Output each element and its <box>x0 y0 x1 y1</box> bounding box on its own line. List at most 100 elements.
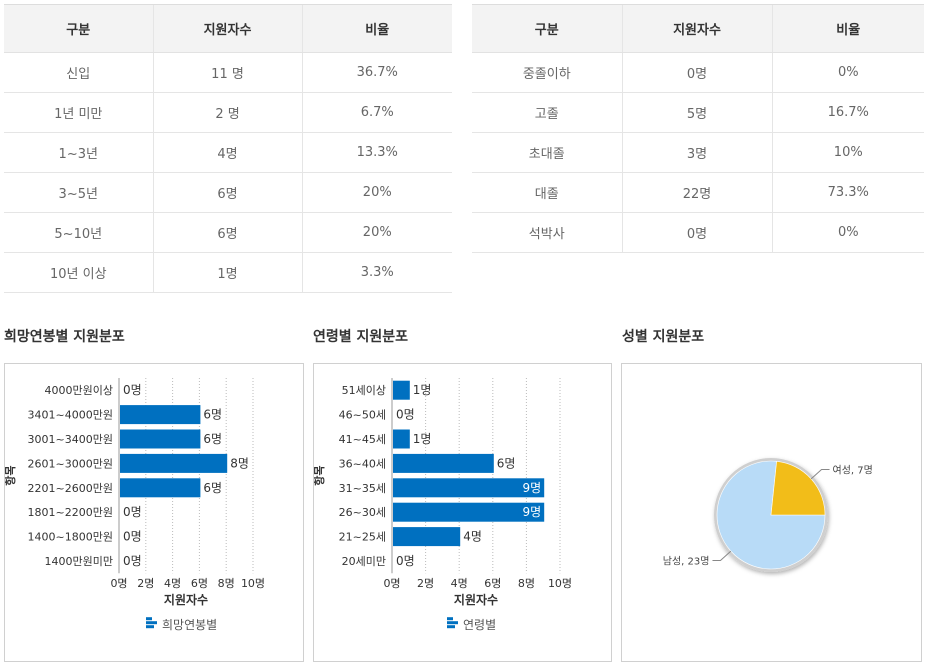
data-label: 6명 <box>203 432 222 446</box>
education-table-header: 구분 지원자수 비율 <box>472 4 924 53</box>
salary-bar-chart: 0명 2명 4명 6명 8명 10명 4000만원이상 0명 3401~4000만원 6명 3001… <box>5 378 265 632</box>
table-row: 5~10년 6명 20% <box>4 212 452 253</box>
row-applicants: 5명 <box>621 92 772 133</box>
table-row: 고졸 5명 16.7% <box>472 92 924 133</box>
table-row: 신입 11 명 36.7% <box>4 52 452 93</box>
row-category: 1년 미만 <box>4 92 153 133</box>
header-category: 구분 <box>4 4 153 53</box>
category-label: 51세이상 <box>342 384 386 397</box>
legend-swatch <box>447 617 453 621</box>
category-label: 46~50세 <box>339 409 386 422</box>
row-applicants: 0명 <box>621 212 772 253</box>
row-applicants: 0명 <box>621 52 772 93</box>
row-ratio: 6.7% <box>301 92 452 133</box>
legend-label: 연령별 <box>463 618 496 632</box>
data-label: 1명 <box>413 383 432 397</box>
table-row: 10년 이상 1명 3.3% <box>4 252 452 293</box>
row-ratio: 10% <box>771 132 924 173</box>
salary-chart-title: 희망연봉별 지원분포 <box>4 329 125 345</box>
bar <box>120 405 201 425</box>
data-label: 0명 <box>123 530 142 544</box>
row-ratio: 20% <box>301 212 452 253</box>
data-label: 9명 <box>523 481 542 495</box>
category-label: 2201~2600만원 <box>28 482 113 495</box>
data-label: 6명 <box>203 408 222 422</box>
row-category: 고졸 <box>472 92 622 133</box>
table-row: 3~5년 6명 20% <box>4 172 452 213</box>
x-tick-label: 6명 <box>484 577 501 590</box>
data-label: 0명 <box>123 383 142 397</box>
pie-label: 남성, 23명 <box>663 556 710 568</box>
x-tick-label: 8명 <box>518 577 535 590</box>
row-applicants: 3명 <box>621 132 772 173</box>
category-label: 31~35세 <box>339 482 386 495</box>
category-label: 2601~3000만원 <box>28 457 113 470</box>
row-category: 석박사 <box>472 212 622 253</box>
age-chart: 0명 2명 4명 6명 8명 10명 51세이상 1명 46~50세 0명 41~45세 1명 36~4… <box>313 363 612 662</box>
row-applicants: 6명 <box>152 172 302 213</box>
row-category: 중졸이하 <box>472 52 622 93</box>
x-tick-label: 10명 <box>241 577 265 590</box>
table-row: 대졸 22명 73.3% <box>472 172 924 213</box>
x-axis-title: 지원자수 <box>164 592 208 607</box>
legend-swatch <box>447 621 458 625</box>
gender-chart-title: 성별 지원분포 <box>622 329 705 345</box>
education-table: 구분 지원자수 비율 중졸이하 0명 0% 고졸 5명 16.7% 초대졸 3명 10% 대… <box>472 4 924 253</box>
data-label: 8명 <box>230 456 249 470</box>
bar <box>120 478 201 498</box>
data-label: 6명 <box>497 456 516 470</box>
row-category: 1~3년 <box>4 132 153 173</box>
x-tick-label: 6명 <box>191 577 208 590</box>
salary-chart: 0명 2명 4명 6명 8명 10명 4000만원이상 0명 3401~4000만원 6명 3001… <box>4 363 304 662</box>
row-ratio: 0% <box>771 52 924 93</box>
x-tick-label: 10명 <box>548 577 572 590</box>
row-category: 10년 이상 <box>4 252 153 293</box>
table-row: 1년 미만 2 명 6.7% <box>4 92 452 133</box>
age-chart-title: 연령별 지원분포 <box>313 329 409 345</box>
category-label: 21~25세 <box>339 531 386 544</box>
row-applicants: 11 명 <box>152 52 302 93</box>
header-category: 구분 <box>472 4 622 53</box>
row-applicants: 2 명 <box>152 92 302 133</box>
x-tick-label: 4명 <box>451 577 468 590</box>
row-ratio: 3.3% <box>301 252 452 293</box>
data-label: 1명 <box>413 432 432 446</box>
x-tick-label: 2명 <box>417 577 434 590</box>
career-table: 구분 지원자수 비율 신입 11 명 36.7% 1년 미만 2 명 6.7% 1~3년… <box>4 4 452 293</box>
category-label: 41~45세 <box>339 433 386 446</box>
table-row: 1~3년 4명 13.3% <box>4 132 452 173</box>
category-label: 36~40세 <box>339 457 386 470</box>
table-row: 중졸이하 0명 0% <box>472 52 924 93</box>
legend-swatch <box>447 625 455 629</box>
bar <box>393 478 545 498</box>
header-applicants: 지원자수 <box>152 4 302 53</box>
row-ratio: 0% <box>771 212 924 253</box>
row-category: 5~10년 <box>4 212 153 253</box>
x-tick-label: 0명 <box>383 577 400 590</box>
row-category: 신입 <box>4 52 153 93</box>
row-category: 초대졸 <box>472 132 622 173</box>
bar <box>393 453 494 473</box>
y-axis-title: 항목 <box>314 465 326 485</box>
category-label: 1400~1800만원 <box>28 531 113 544</box>
pie-slice <box>770 460 826 516</box>
bar <box>393 429 410 449</box>
data-label: 0명 <box>396 408 415 422</box>
data-label: 0명 <box>123 554 142 568</box>
table-row: 석박사 0명 0% <box>472 212 924 253</box>
legend-swatch <box>146 625 154 629</box>
gender-chart: 남성, 23명 여성, 7명 <box>621 363 922 662</box>
bar <box>120 429 201 449</box>
pie-leader-line <box>810 468 830 480</box>
data-label: 0명 <box>396 554 415 568</box>
row-applicants: 4명 <box>152 132 302 173</box>
category-label: 26~30세 <box>339 506 386 519</box>
row-category: 3~5년 <box>4 172 153 213</box>
row-ratio: 36.7% <box>301 52 452 93</box>
x-axis-title: 지원자수 <box>454 592 498 607</box>
row-applicants: 22명 <box>621 172 772 213</box>
row-ratio: 73.3% <box>771 172 924 213</box>
table-row: 초대졸 3명 10% <box>472 132 924 173</box>
row-applicants: 1명 <box>152 252 302 293</box>
